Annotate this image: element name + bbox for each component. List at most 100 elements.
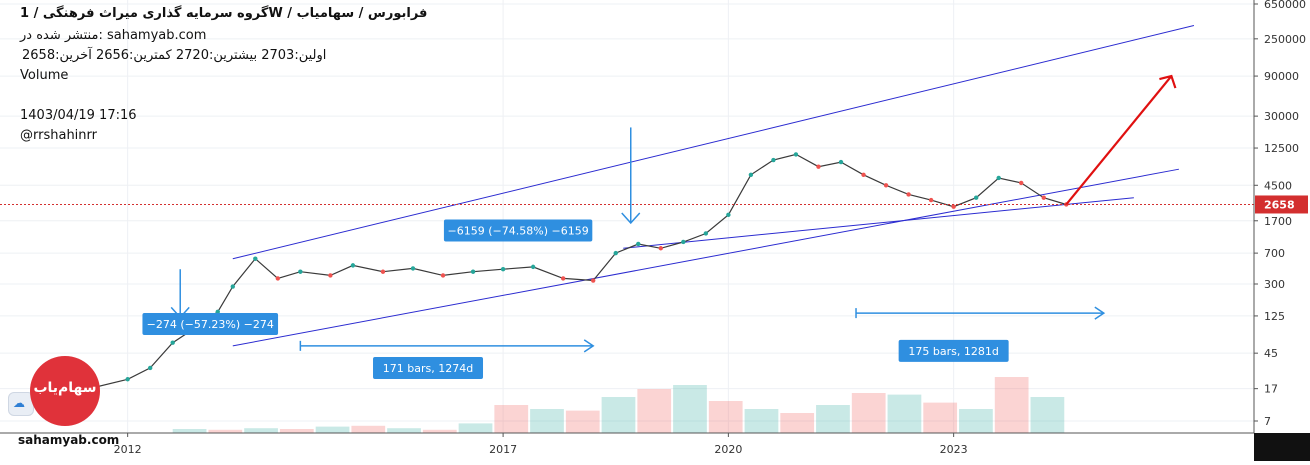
price-point: [973, 195, 979, 200]
price-point: [125, 377, 130, 382]
price-point: [275, 276, 281, 281]
price-axis-bg: [1254, 0, 1310, 461]
volume-bar: [637, 389, 672, 433]
price-point: [410, 266, 416, 271]
volume-bar: [851, 393, 886, 433]
price-point: [298, 269, 303, 274]
channel-upper-line: [232, 25, 1195, 260]
price-point: [636, 241, 641, 247]
range-arrowhead: [1094, 306, 1106, 320]
volume-bar: [208, 429, 243, 433]
measure-label-text: 175 bars, 1281d: [908, 345, 998, 358]
price-point: [658, 246, 663, 251]
volume-bar: [1030, 397, 1065, 433]
down-arrowhead: [621, 212, 641, 225]
volume-bar: [458, 423, 493, 433]
price-axis-label: 17: [1264, 383, 1278, 396]
publish-datetime: 1403/04/19 17:16: [20, 108, 137, 123]
price-axis-label: 30000: [1264, 110, 1299, 123]
price-point: [470, 269, 476, 274]
price-point: [147, 365, 153, 371]
price-point: [816, 164, 821, 169]
volume-bar: [530, 409, 564, 433]
price-point: [726, 212, 731, 218]
ohlc-values: اولین:2703 بیشترین:2720 کمترین:2656 آخری…: [22, 48, 327, 63]
volume-bar: [923, 402, 958, 433]
volume-bar: [172, 429, 207, 433]
projection-arrow: [1065, 75, 1173, 206]
volume-bar: [422, 429, 457, 433]
price-axis-label: 7: [1264, 415, 1271, 428]
lower-trend-line: [623, 197, 1134, 249]
volume-bar: [565, 410, 600, 433]
price-point: [440, 273, 446, 278]
volume-bar: [816, 405, 850, 433]
volume-bar: [994, 377, 1029, 433]
price-point: [230, 284, 235, 289]
price-point: [928, 197, 934, 203]
measure-label-text: −274 (−57.23%) −274: [147, 318, 274, 331]
site-watermark: sahamyab.com: [18, 433, 120, 447]
price-axis-label: 12500: [1264, 142, 1299, 155]
time-axis-label: 2012: [114, 443, 142, 456]
price-axis-label: 700: [1264, 247, 1285, 260]
axis-corner: [1254, 433, 1310, 461]
price-point: [771, 157, 776, 163]
price-point: [996, 175, 1001, 181]
volume-bar: [780, 413, 815, 433]
price-point: [951, 204, 956, 209]
price-point: [1019, 180, 1024, 186]
price-point: [906, 192, 911, 197]
sahamyab-logo: سهام‌یاب: [30, 356, 100, 426]
price-point: [530, 264, 536, 270]
volume-bar: [887, 394, 922, 433]
channel-lower-line: [232, 168, 1180, 347]
price-axis-label: 125: [1264, 310, 1285, 323]
volume-bar: [494, 405, 529, 433]
author-handle: @rrshahinrr: [20, 128, 97, 143]
price-point: [838, 159, 844, 165]
sahamyab-logo-text: سهام‌یاب: [33, 380, 97, 396]
price-axis-label: 250000: [1264, 33, 1306, 46]
last-price-tag: [1255, 195, 1308, 214]
measure-label-box: [898, 339, 1009, 362]
price-point: [681, 239, 686, 245]
last-price-tag-text: 2658: [1264, 198, 1295, 211]
price-point: [883, 183, 889, 188]
published-on: منتشر شده در: sahamyab.com: [20, 28, 207, 43]
measure-label-text: 171 bars, 1274d: [383, 362, 473, 375]
price-point: [703, 231, 709, 236]
price-point: [591, 278, 596, 283]
price-axis-label: 1700: [1264, 215, 1292, 228]
price-point: [861, 172, 866, 177]
volume-label: Volume: [20, 68, 69, 83]
projection-arrowhead: [1159, 74, 1177, 89]
price-point: [560, 276, 566, 281]
volume-bar: [601, 397, 636, 433]
price-point: [500, 267, 506, 272]
chart-title: گروه سرمایه گذاری میراث فرهنگی / 1W / فر…: [20, 6, 428, 21]
time-axis-label: 2020: [714, 443, 742, 456]
volume-bar: [673, 385, 707, 433]
time-axis-label: 2023: [940, 443, 968, 456]
price-axis-label: 650000: [1264, 0, 1306, 11]
volume-bar: [744, 409, 779, 433]
volume-bar: [959, 409, 993, 433]
price-point: [328, 273, 333, 278]
measure-label-box: [443, 219, 593, 242]
price-axis-label: 45: [1264, 347, 1278, 360]
measure-label-box: [373, 356, 484, 379]
price-point: [350, 263, 356, 268]
price-point: [170, 340, 175, 345]
volume-bar: [351, 425, 386, 433]
price-point: [215, 309, 220, 314]
volume-bar: [315, 426, 350, 433]
price-axis-label: 90000: [1264, 70, 1299, 83]
measure-label-text: −6159 (−74.58%) −6159: [448, 225, 589, 238]
price-point: [253, 256, 258, 261]
measure-label-box: [142, 313, 279, 336]
price-point: [748, 172, 754, 177]
volume-bar: [279, 429, 314, 433]
price-point: [793, 152, 799, 157]
